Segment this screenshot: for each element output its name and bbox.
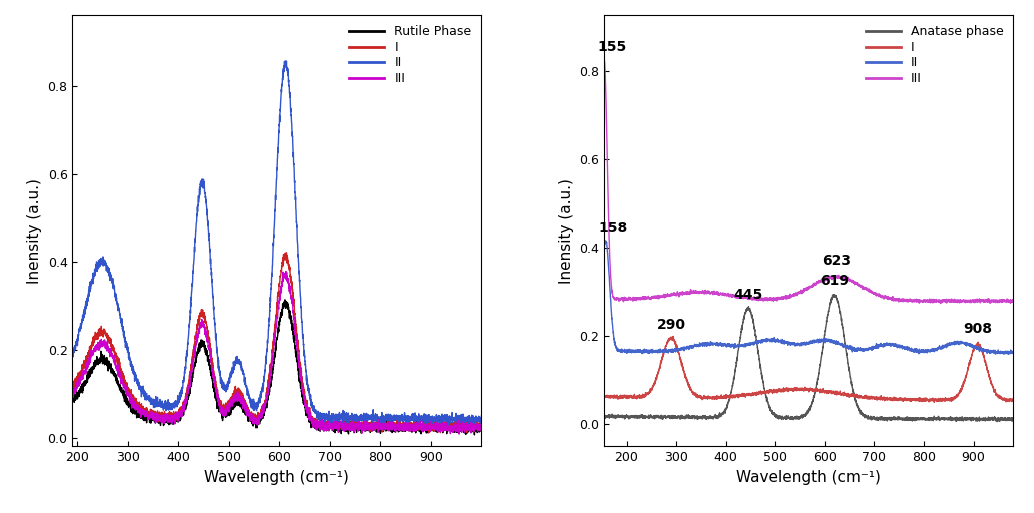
Text: 445: 445: [733, 288, 763, 302]
Y-axis label: Inensity (a.u.): Inensity (a.u.): [27, 178, 42, 284]
Text: 619: 619: [820, 274, 849, 288]
X-axis label: Wavelength (cm⁻¹): Wavelength (cm⁻¹): [205, 470, 349, 485]
X-axis label: Wavelength (cm⁻¹): Wavelength (cm⁻¹): [736, 470, 881, 485]
Legend: Anatase phase, I, II, III: Anatase phase, I, II, III: [861, 22, 1007, 89]
Text: 290: 290: [657, 318, 686, 332]
Text: 158: 158: [598, 221, 628, 234]
Text: 908: 908: [963, 322, 992, 336]
Text: 155: 155: [597, 40, 627, 54]
Legend: Rutile Phase, I, II, III: Rutile Phase, I, II, III: [345, 22, 476, 89]
Text: 623: 623: [822, 254, 851, 268]
Y-axis label: Inensity (a.u.): Inensity (a.u.): [558, 178, 574, 284]
